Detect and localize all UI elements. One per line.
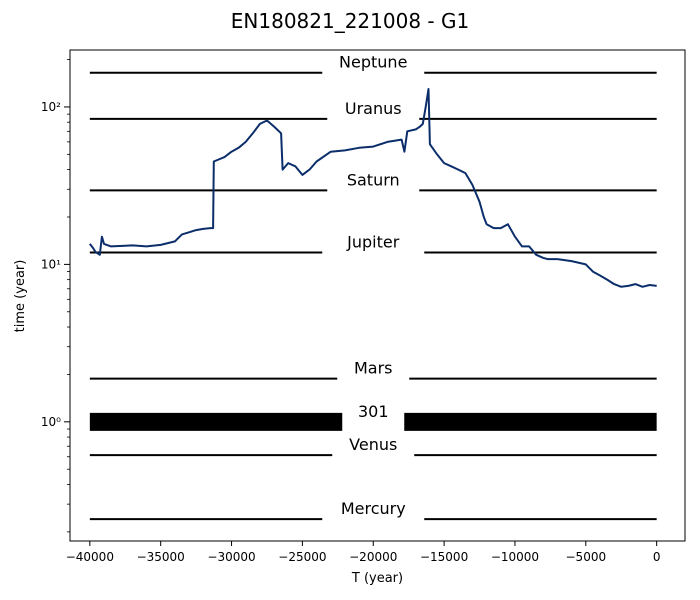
x-tick-label: −10000 <box>491 550 539 564</box>
reference-line-label: Jupiter <box>346 232 400 251</box>
series-line <box>89 88 657 288</box>
reference-line-label: 301 <box>358 402 389 421</box>
chart-title: EN180821_221008 - G1 <box>231 9 469 33</box>
reference-line-uranus: Uranus <box>89 99 657 120</box>
reference-line-label: Saturn <box>347 170 400 189</box>
reference-line-neptune: Neptune <box>89 53 657 74</box>
reference-line-label: Venus <box>349 435 397 454</box>
reference-line-301: 301 <box>89 402 657 431</box>
series-layer <box>89 88 657 288</box>
x-axis-label: T (year) <box>351 571 403 586</box>
reference-line-saturn: Saturn <box>89 170 657 192</box>
x-tick-label: −40000 <box>66 550 114 564</box>
reference-lines: Neptune Uranus Saturn Jupiter Mars 301 Venus Me… <box>89 53 657 521</box>
y-axis-label: time (year) <box>13 260 28 333</box>
y-tick-label: 10² <box>41 100 61 114</box>
y-tick-label: 10⁰ <box>41 415 61 429</box>
x-tick-label: −35000 <box>137 550 185 564</box>
x-axis: −40000 −35000 −30000 −25000 −20000 −15000 −100… <box>66 541 661 564</box>
reference-line-label: Uranus <box>345 99 402 118</box>
y-axis: 10⁰ 10¹ 10² <box>41 59 70 533</box>
plot-frame <box>69 49 686 542</box>
reference-line-label: Neptune <box>339 53 407 72</box>
x-tick-label: −15000 <box>420 550 468 564</box>
x-tick-label: −25000 <box>278 550 326 564</box>
reference-line-mercury: Mercury <box>89 499 657 521</box>
reference-line-label: Mars <box>354 359 393 378</box>
x-tick-label: −30000 <box>207 550 255 564</box>
x-tick-label: −5000 <box>566 550 607 564</box>
reference-line-jupiter: Jupiter <box>89 232 657 254</box>
x-tick-label: −20000 <box>349 550 397 564</box>
reference-line-label: Mercury <box>341 499 406 518</box>
y-tick-label: 10¹ <box>41 257 61 271</box>
reference-line-venus: Venus <box>89 435 657 457</box>
reference-line-mars: Mars <box>89 359 657 380</box>
x-tick-label: 0 <box>653 550 661 564</box>
